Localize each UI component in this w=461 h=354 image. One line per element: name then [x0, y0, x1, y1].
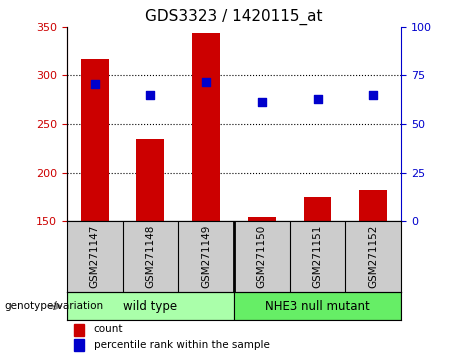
- Text: GSM271151: GSM271151: [313, 225, 323, 289]
- Bar: [248, 217, 276, 221]
- Title: GDS3323 / 1420115_at: GDS3323 / 1420115_at: [145, 9, 323, 25]
- Bar: [67, 292, 234, 320]
- Point: [370, 92, 377, 97]
- Bar: [81, 59, 109, 221]
- Text: GSM271150: GSM271150: [257, 225, 267, 288]
- Text: percentile rank within the sample: percentile rank within the sample: [94, 339, 270, 350]
- Bar: [73, 324, 84, 336]
- Text: NHE3 null mutant: NHE3 null mutant: [265, 300, 370, 313]
- Bar: [304, 197, 331, 221]
- Bar: [192, 33, 220, 221]
- Bar: [359, 190, 387, 221]
- Bar: [73, 339, 84, 350]
- Text: GSM271147: GSM271147: [90, 225, 100, 289]
- Text: GSM271149: GSM271149: [201, 225, 211, 289]
- Bar: [234, 292, 401, 320]
- Text: GSM271148: GSM271148: [145, 225, 155, 289]
- Point: [314, 96, 321, 101]
- Point: [202, 79, 210, 85]
- Text: count: count: [94, 325, 123, 335]
- Text: wild type: wild type: [124, 300, 177, 313]
- Text: genotype/variation: genotype/variation: [5, 301, 104, 311]
- Bar: [136, 138, 164, 221]
- Point: [258, 99, 266, 104]
- Point: [147, 92, 154, 97]
- Point: [91, 81, 98, 87]
- Text: GSM271152: GSM271152: [368, 225, 378, 289]
